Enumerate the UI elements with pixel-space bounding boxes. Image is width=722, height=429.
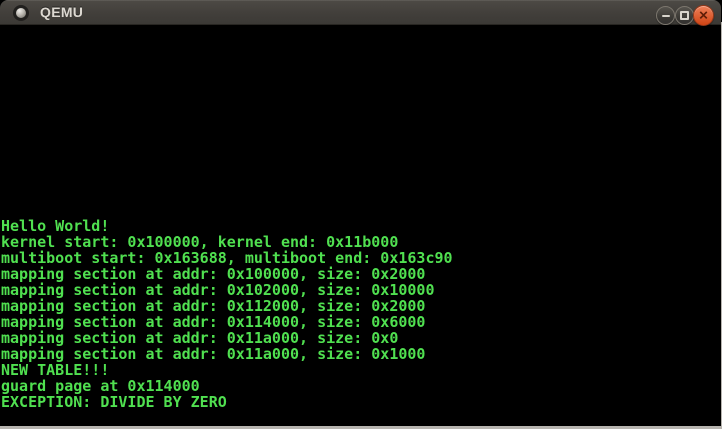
close-button[interactable]: ✕: [693, 5, 714, 26]
qemu-app-icon-sphere: [16, 7, 26, 18]
minimize-icon: [661, 14, 670, 17]
console-line: mapping section at addr: 0x102000, size:…: [1, 281, 435, 299]
desktop-edge-bottom: [0, 426, 722, 429]
console-line: mapping section at addr: 0x114000, size:…: [1, 313, 426, 331]
console-line: multiboot start: 0x163688, multiboot end…: [1, 249, 453, 267]
console-line: kernel start: 0x100000, kernel end: 0x11…: [1, 233, 399, 251]
console-line: mapping section at addr: 0x100000, size:…: [1, 265, 426, 283]
console-line: mapping section at addr: 0x112000, size:…: [1, 297, 426, 315]
console-line: EXCEPTION: DIVIDE BY ZERO: [1, 393, 227, 411]
close-icon: ✕: [698, 8, 709, 22]
console-output: Hello World! kernel start: 0x100000, kern…: [1, 218, 453, 410]
console-line: mapping section at addr: 0x11a000, size:…: [1, 345, 426, 363]
qemu-display[interactable]: Hello World! kernel start: 0x100000, kern…: [0, 26, 721, 426]
maximize-button[interactable]: [675, 6, 694, 25]
maximize-icon: [680, 11, 689, 20]
console-line: mapping section at addr: 0x11a000, size:…: [1, 329, 399, 347]
window-titlebar[interactable]: QEMU ✕: [0, 0, 721, 26]
console-line: Hello World!: [1, 217, 110, 235]
window-title: QEMU: [40, 4, 84, 20]
qemu-app-icon: [13, 5, 29, 21]
console-line: guard page at 0x114000: [1, 377, 200, 395]
minimize-button[interactable]: [656, 6, 675, 25]
console-line: NEW TABLE!!!: [1, 361, 110, 379]
